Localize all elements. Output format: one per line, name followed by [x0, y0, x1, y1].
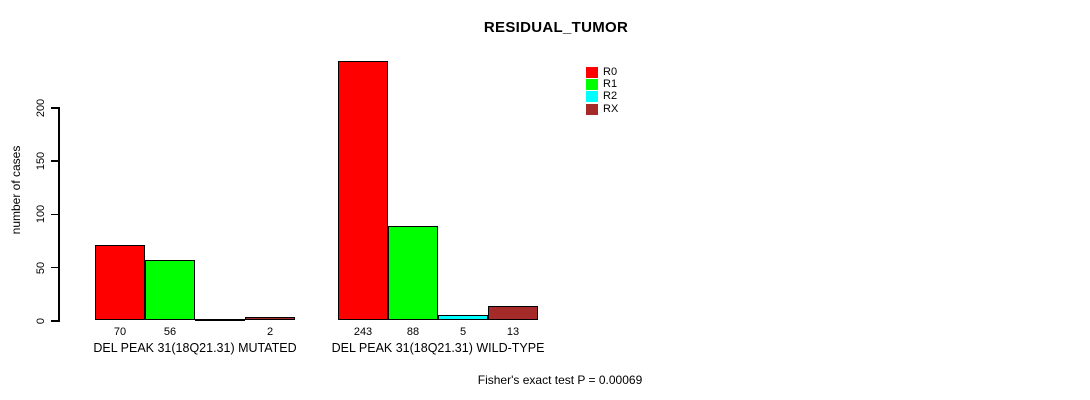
legend-label: R0	[603, 65, 618, 78]
y-axis-tick-label: 200	[35, 98, 47, 117]
bar-value-label: 88	[406, 326, 420, 338]
bar-value-label: 243	[353, 326, 373, 338]
bar-r2-group2	[438, 315, 488, 320]
legend-item-rx: RX	[586, 103, 618, 115]
y-axis-tick	[51, 160, 58, 162]
category-label: DEL PEAK 31(18Q21.31) WILD-TYPE	[331, 341, 545, 355]
y-axis-label: number of cases	[9, 145, 23, 235]
y-axis-tick-label: 0	[35, 317, 47, 324]
bar-value-label: 13	[506, 326, 520, 338]
annotation-text: Fisher's exact test P = 0.00069	[477, 373, 643, 387]
legend-label: R2	[603, 90, 618, 103]
legend-label: RX	[603, 102, 619, 115]
y-axis-tick-label: 50	[35, 261, 47, 274]
legend-item-r2: R2	[586, 91, 618, 103]
bar-r2-group1	[195, 319, 245, 321]
bar-r1-group2	[388, 226, 438, 320]
bar-r0-group2	[338, 61, 388, 320]
y-axis-line	[58, 107, 60, 322]
legend-item-r0: R0	[586, 66, 618, 78]
legend-swatch-icon	[586, 103, 598, 115]
bar-r1-group1	[145, 260, 195, 320]
bar-rx-group2	[488, 306, 538, 320]
y-axis-tick	[51, 266, 58, 269]
y-axis-tick	[51, 213, 58, 215]
bar-value-label: 2	[266, 326, 274, 338]
chart-title: RESIDUAL_TUMOR	[483, 19, 629, 36]
y-axis-tick-label: 100	[35, 205, 47, 224]
bar-value-label: 5	[459, 326, 467, 338]
legend-item-r1: R1	[586, 78, 618, 90]
legend-swatch-icon	[586, 78, 598, 90]
bar-value-label: 70	[113, 326, 127, 338]
legend-swatch-icon	[586, 91, 598, 103]
bar-value-label: 56	[163, 326, 177, 338]
legend-swatch-icon	[586, 66, 598, 78]
category-label: DEL PEAK 31(18Q21.31) MUTATED	[93, 341, 297, 355]
y-axis-tick-label: 150	[35, 151, 47, 171]
bar-rx-group1	[245, 317, 295, 320]
legend-label: R1	[603, 77, 618, 90]
y-axis-tick	[51, 320, 58, 322]
legend: R0 R1 R2 RX	[586, 66, 618, 115]
y-axis-tick	[51, 107, 58, 109]
bar-r0-group1	[95, 245, 145, 320]
